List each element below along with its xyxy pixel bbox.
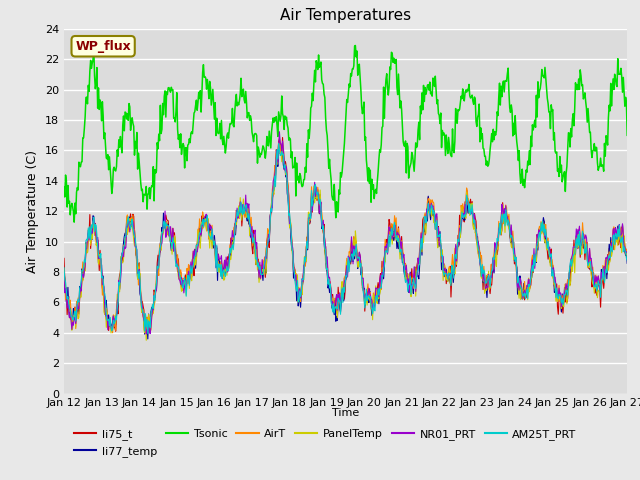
Legend: li75_t, li77_temp, Tsonic, AirT, PanelTemp, NR01_PRT, AM25T_PRT: li75_t, li77_temp, Tsonic, AirT, PanelTe… [70,425,581,461]
Y-axis label: Air Temperature (C): Air Temperature (C) [26,150,39,273]
X-axis label: Time: Time [332,408,359,419]
Text: WP_flux: WP_flux [76,40,131,53]
Title: Air Temperatures: Air Temperatures [280,9,411,24]
